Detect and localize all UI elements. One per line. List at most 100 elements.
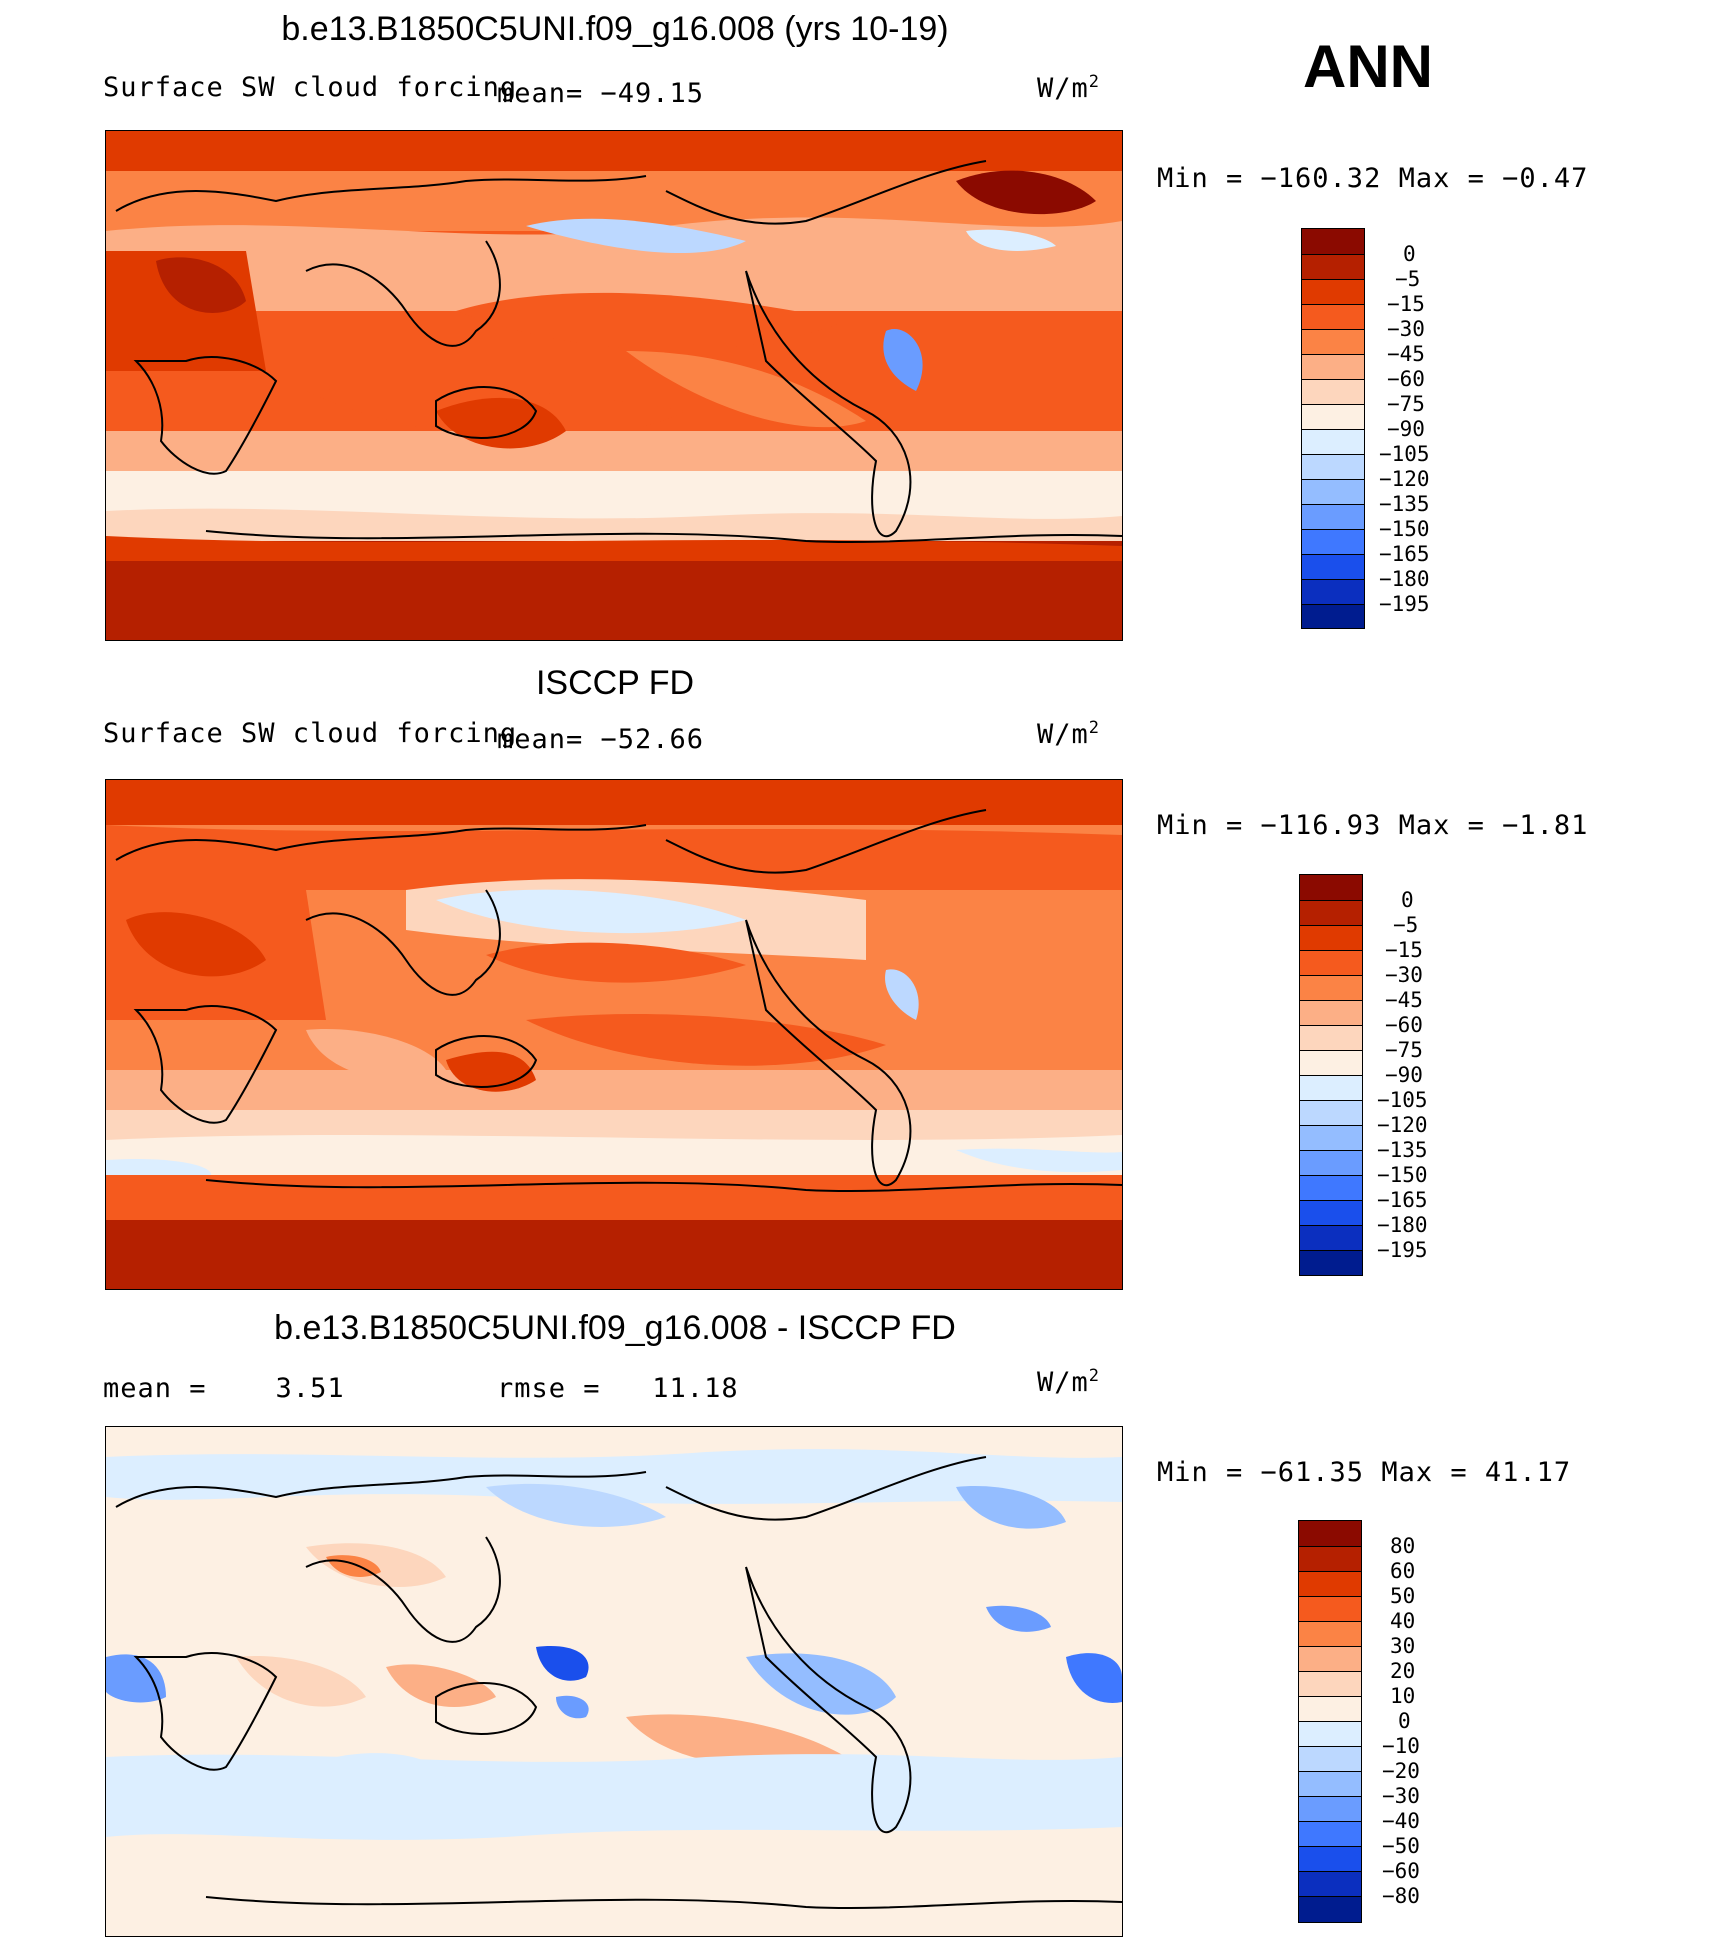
- panel-2-swatch-6: [1300, 1000, 1362, 1025]
- panel-3-cbar-label: 50: [1390, 1584, 1416, 1608]
- panel-3-swatch-13: [1299, 1821, 1361, 1846]
- panel-3-cbar-label: −10: [1382, 1734, 1420, 1758]
- panel-1-swatch-16: [1302, 604, 1364, 628]
- panel-1-swatch-2: [1302, 254, 1364, 279]
- panel-2-cbar-label: −135: [1377, 1138, 1428, 1162]
- panel-2-cbar-label: −165: [1377, 1188, 1428, 1212]
- panel-3-cbar-label: 20: [1390, 1659, 1416, 1683]
- panel-2-cbar-label: −5: [1393, 913, 1419, 937]
- panel-3-rmse-label: rmse = 11.18: [497, 1373, 739, 1404]
- panel-1-cbar-label: −165: [1379, 542, 1430, 566]
- panel-2-cbar-label: −90: [1385, 1063, 1423, 1087]
- panel-2-cbar-label: −45: [1385, 988, 1423, 1012]
- panel-3-cbar-label: 80: [1390, 1534, 1416, 1558]
- panel-2-cbar-label: −120: [1377, 1113, 1428, 1137]
- panel-3-cbar-label: −60: [1382, 1859, 1420, 1883]
- panel-1-cbar-label: −135: [1379, 492, 1430, 516]
- panel-3-cbar-label: 10: [1390, 1684, 1416, 1708]
- panel-1-cbar-label: −45: [1387, 342, 1425, 366]
- panel-2-cbar-label: −105: [1377, 1088, 1428, 1112]
- panel-2-swatch-15: [1300, 1225, 1362, 1250]
- panel-3-swatch-3: [1299, 1571, 1361, 1596]
- panel-2-cbar-label: −150: [1377, 1163, 1428, 1187]
- panel-3-cbar-label: 0: [1398, 1709, 1411, 1733]
- panel-1-swatch-15: [1302, 579, 1364, 604]
- panel-2-swatch-16: [1300, 1250, 1362, 1275]
- panel-3-swatch-8: [1299, 1696, 1361, 1721]
- panel-1-colorbar: [1301, 228, 1365, 629]
- panel-3-swatch-16: [1299, 1896, 1361, 1922]
- panel-3-colorbar: [1298, 1520, 1362, 1923]
- panel-1-cbar-label: −105: [1379, 442, 1430, 466]
- panel-1-map: [105, 130, 1123, 641]
- panel-2-swatch-8: [1300, 1050, 1362, 1075]
- panel-3-cbar-label: 30: [1390, 1634, 1416, 1658]
- panel-3-swatch-11: [1299, 1771, 1361, 1796]
- panel-3-cbar-label: 60: [1390, 1559, 1416, 1583]
- panel-2-minmax: Min = −116.93 Max = −1.81: [1157, 810, 1589, 841]
- panel-2-units: W/m2: [1037, 718, 1101, 750]
- panel-3-swatch-10: [1299, 1746, 1361, 1771]
- panel-1-swatch-10: [1302, 454, 1364, 479]
- panel-3-cbar-label: −20: [1382, 1759, 1420, 1783]
- panel-1-minmax: Min = −160.32 Max = −0.47: [1157, 163, 1589, 194]
- panel-2-swatch-13: [1300, 1175, 1362, 1200]
- season-label: ANN: [1303, 33, 1433, 100]
- panel-2-colorbar: [1299, 874, 1363, 1276]
- panel-1-swatch-12: [1302, 504, 1364, 529]
- panel-2-swatch-1: [1300, 875, 1362, 900]
- panel-1-swatch-14: [1302, 554, 1364, 579]
- panel-1-cbar-label: −30: [1387, 317, 1425, 341]
- panel-1-swatch-4: [1302, 304, 1364, 329]
- panel-3-units: W/m2: [1037, 1366, 1101, 1398]
- panel-2-swatch-14: [1300, 1200, 1362, 1225]
- panel-1-swatch-9: [1302, 429, 1364, 454]
- panel-3-cbar-label: −80: [1382, 1884, 1420, 1908]
- panel-1-swatch-5: [1302, 329, 1364, 354]
- panel-3-swatch-4: [1299, 1596, 1361, 1621]
- panel-3-cbar-label: −50: [1382, 1834, 1420, 1858]
- panel-2-title: ISCCP FD: [535, 664, 695, 702]
- panel-1-cbar-label: −60: [1387, 367, 1425, 391]
- panel-2-cbar-label: −195: [1377, 1238, 1428, 1262]
- panel-1-variable-label: Surface SW cloud forcing: [103, 72, 518, 103]
- panel-3-cbar-label: −30: [1382, 1784, 1420, 1808]
- panel-1-title: b.e13.B1850C5UNI.f09_g16.008 (yrs 10-19): [281, 10, 949, 48]
- panel-3-swatch-15: [1299, 1871, 1361, 1896]
- panel-3-cbar-label: −40: [1382, 1809, 1420, 1833]
- panel-1-map-field: [106, 131, 1122, 640]
- panel-3-title: b.e13.B1850C5UNI.f09_g16.008 - ISCCP FD: [274, 1309, 956, 1347]
- panel-3-swatch-9: [1299, 1721, 1361, 1746]
- panel-2-cbar-label: −180: [1377, 1213, 1428, 1237]
- panel-1-cbar-label: −150: [1379, 517, 1430, 541]
- panel-1-cbar-label: −5: [1395, 267, 1421, 291]
- panel-2-cbar-label: −60: [1385, 1013, 1423, 1037]
- panel-2-variable-label: Surface SW cloud forcing: [103, 718, 518, 749]
- panel-1-cbar-label: −90: [1387, 417, 1425, 441]
- panel-1-swatch-1: [1302, 229, 1364, 254]
- panel-2-swatch-3: [1300, 925, 1362, 950]
- panel-2-cbar-label: 0: [1401, 888, 1414, 912]
- panel-2-map-field: [106, 780, 1122, 1289]
- panel-2-mean-label: mean= −52.66: [497, 724, 705, 755]
- panel-1-units: W/m2: [1037, 72, 1101, 104]
- panel-3-swatch-7: [1299, 1671, 1361, 1696]
- panel-2-swatch-10: [1300, 1100, 1362, 1125]
- panel-3-mean-label: mean = 3.51: [103, 1373, 345, 1404]
- panel-3-swatch-2: [1299, 1546, 1361, 1571]
- panel-1-cbar-label: −15: [1387, 292, 1425, 316]
- panel-3-minmax: Min = −61.35 Max = 41.17: [1157, 1457, 1572, 1488]
- panel-3-swatch-5: [1299, 1621, 1361, 1646]
- panel-2-swatch-12: [1300, 1150, 1362, 1175]
- panel-3-map-field: [106, 1427, 1122, 1936]
- panel-1-swatch-8: [1302, 404, 1364, 429]
- panel-1-cbar-label: 0: [1403, 242, 1416, 266]
- panel-2-map: [105, 779, 1123, 1290]
- panel-2-cbar-label: −30: [1385, 963, 1423, 987]
- panel-1-swatch-6: [1302, 354, 1364, 379]
- panel-2-swatch-9: [1300, 1075, 1362, 1100]
- panel-3-map: [105, 1426, 1123, 1937]
- panel-2-swatch-11: [1300, 1125, 1362, 1150]
- panel-2-cbar-label: −75: [1385, 1038, 1423, 1062]
- panel-2-swatch-5: [1300, 975, 1362, 1000]
